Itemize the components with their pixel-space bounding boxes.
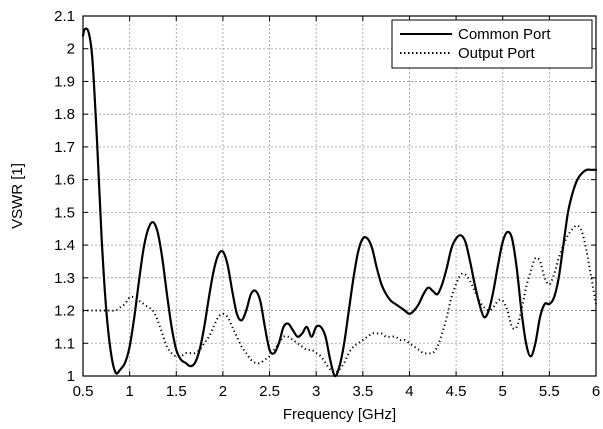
x-tick-label: 5: [499, 383, 507, 400]
y-axis-title: VSWR [1]: [9, 163, 26, 229]
y-tick-label: 1.3: [54, 270, 75, 287]
x-axis-title: Frequency [GHz]: [283, 406, 396, 423]
x-tick-label: 2.5: [259, 383, 280, 400]
y-tick-label: 1.8: [54, 106, 75, 123]
y-tick-label: 1.1: [54, 335, 75, 352]
x-tick-label: 6: [592, 383, 600, 400]
legend: Common Port Output Port: [392, 20, 592, 68]
y-tick-label: 1.9: [54, 73, 75, 90]
y-tick-label: 1.5: [54, 204, 75, 221]
x-tick-label: 4: [405, 383, 413, 400]
x-tick-label: 4.5: [446, 383, 467, 400]
x-tick-label: 2: [219, 383, 227, 400]
legend-label-common-port: Common Port: [458, 26, 551, 43]
x-tick-label: 1: [125, 383, 133, 400]
y-tick-label: 1.7: [54, 139, 75, 156]
y-tick-label: 1.6: [54, 172, 75, 189]
y-tick-label: 2.1: [54, 8, 75, 25]
x-tick-label: 5.5: [539, 383, 560, 400]
y-tick-label: 2: [67, 41, 75, 58]
y-tick-label: 1: [67, 368, 75, 385]
x-tick-label: 3.5: [352, 383, 373, 400]
legend-label-output-port: Output Port: [458, 45, 536, 62]
x-tick-label: 3: [312, 383, 320, 400]
y-tick-label: 1.4: [54, 237, 75, 254]
x-tick-label: 1.5: [166, 383, 187, 400]
y-tick-label: 1.2: [54, 303, 75, 320]
x-tick-label: 0.5: [73, 383, 94, 400]
